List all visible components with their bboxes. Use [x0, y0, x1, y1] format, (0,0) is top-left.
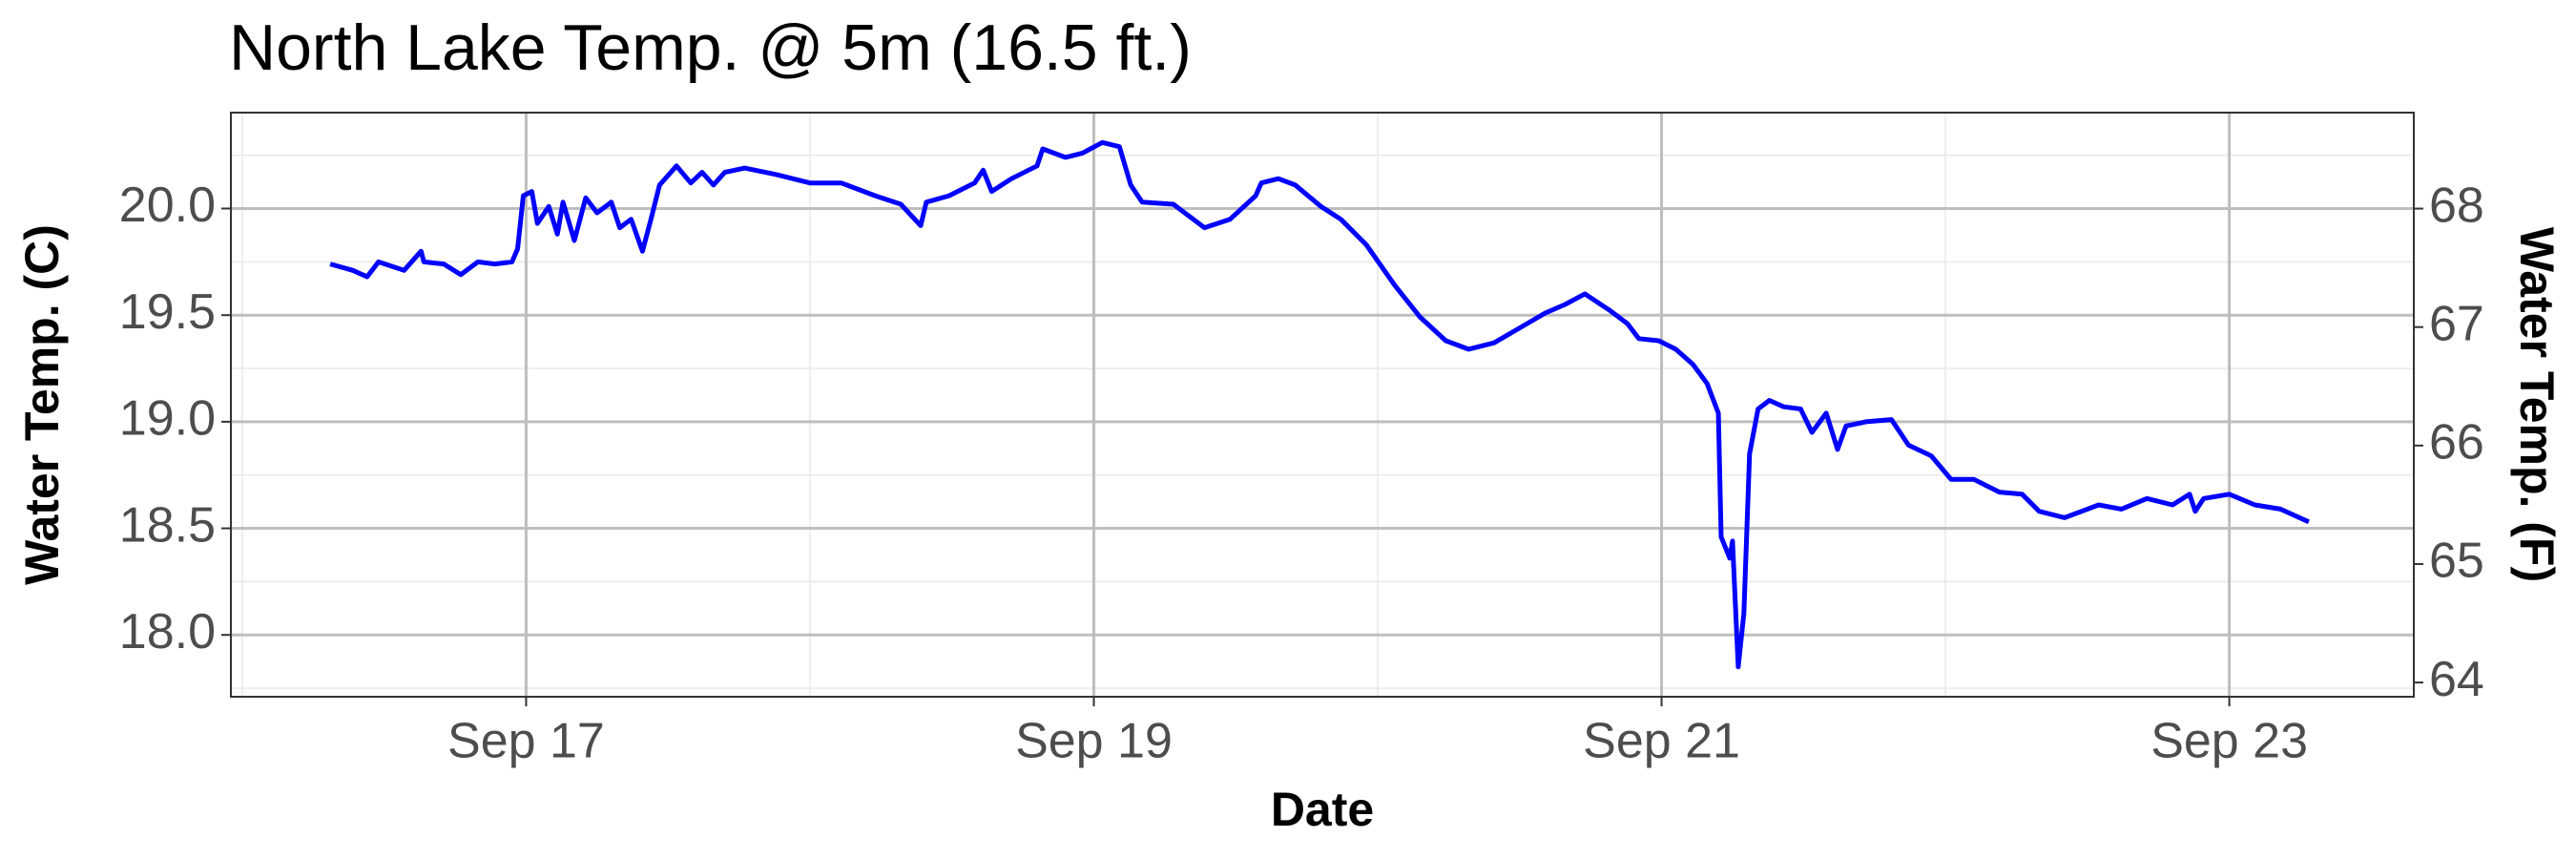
y2-tick-label: 67 [2429, 296, 2484, 351]
y2-tick-label: 64 [2429, 652, 2484, 707]
y-tick-label: 18.0 [119, 604, 216, 660]
x-tick-label: Sep 23 [2150, 714, 2308, 769]
data-line [329, 139, 2310, 670]
y2-axis-label: Water Temp. (F) [2510, 227, 2564, 582]
y-axis-label: Water Temp. (C) [15, 224, 69, 585]
y-tick-label: 19.0 [119, 391, 216, 447]
x-tick-label: Sep 19 [1015, 714, 1173, 769]
y-tick-label: 19.5 [119, 284, 216, 340]
y-tick-label: 20.0 [119, 178, 216, 233]
x-tick-label: Sep 17 [447, 714, 605, 769]
y2-tick-label: 66 [2429, 415, 2484, 471]
y2-tick-label: 65 [2429, 534, 2484, 589]
plot-border [230, 112, 2415, 698]
y2-tick-label: 68 [2429, 178, 2484, 233]
y-tick-label: 18.5 [119, 497, 216, 553]
x-axis-label: Date [1271, 783, 1374, 836]
x-tick-label: Sep 21 [1583, 714, 1740, 769]
chart-title: North Lake Temp. @ 5m (16.5 ft.) [229, 11, 1192, 84]
